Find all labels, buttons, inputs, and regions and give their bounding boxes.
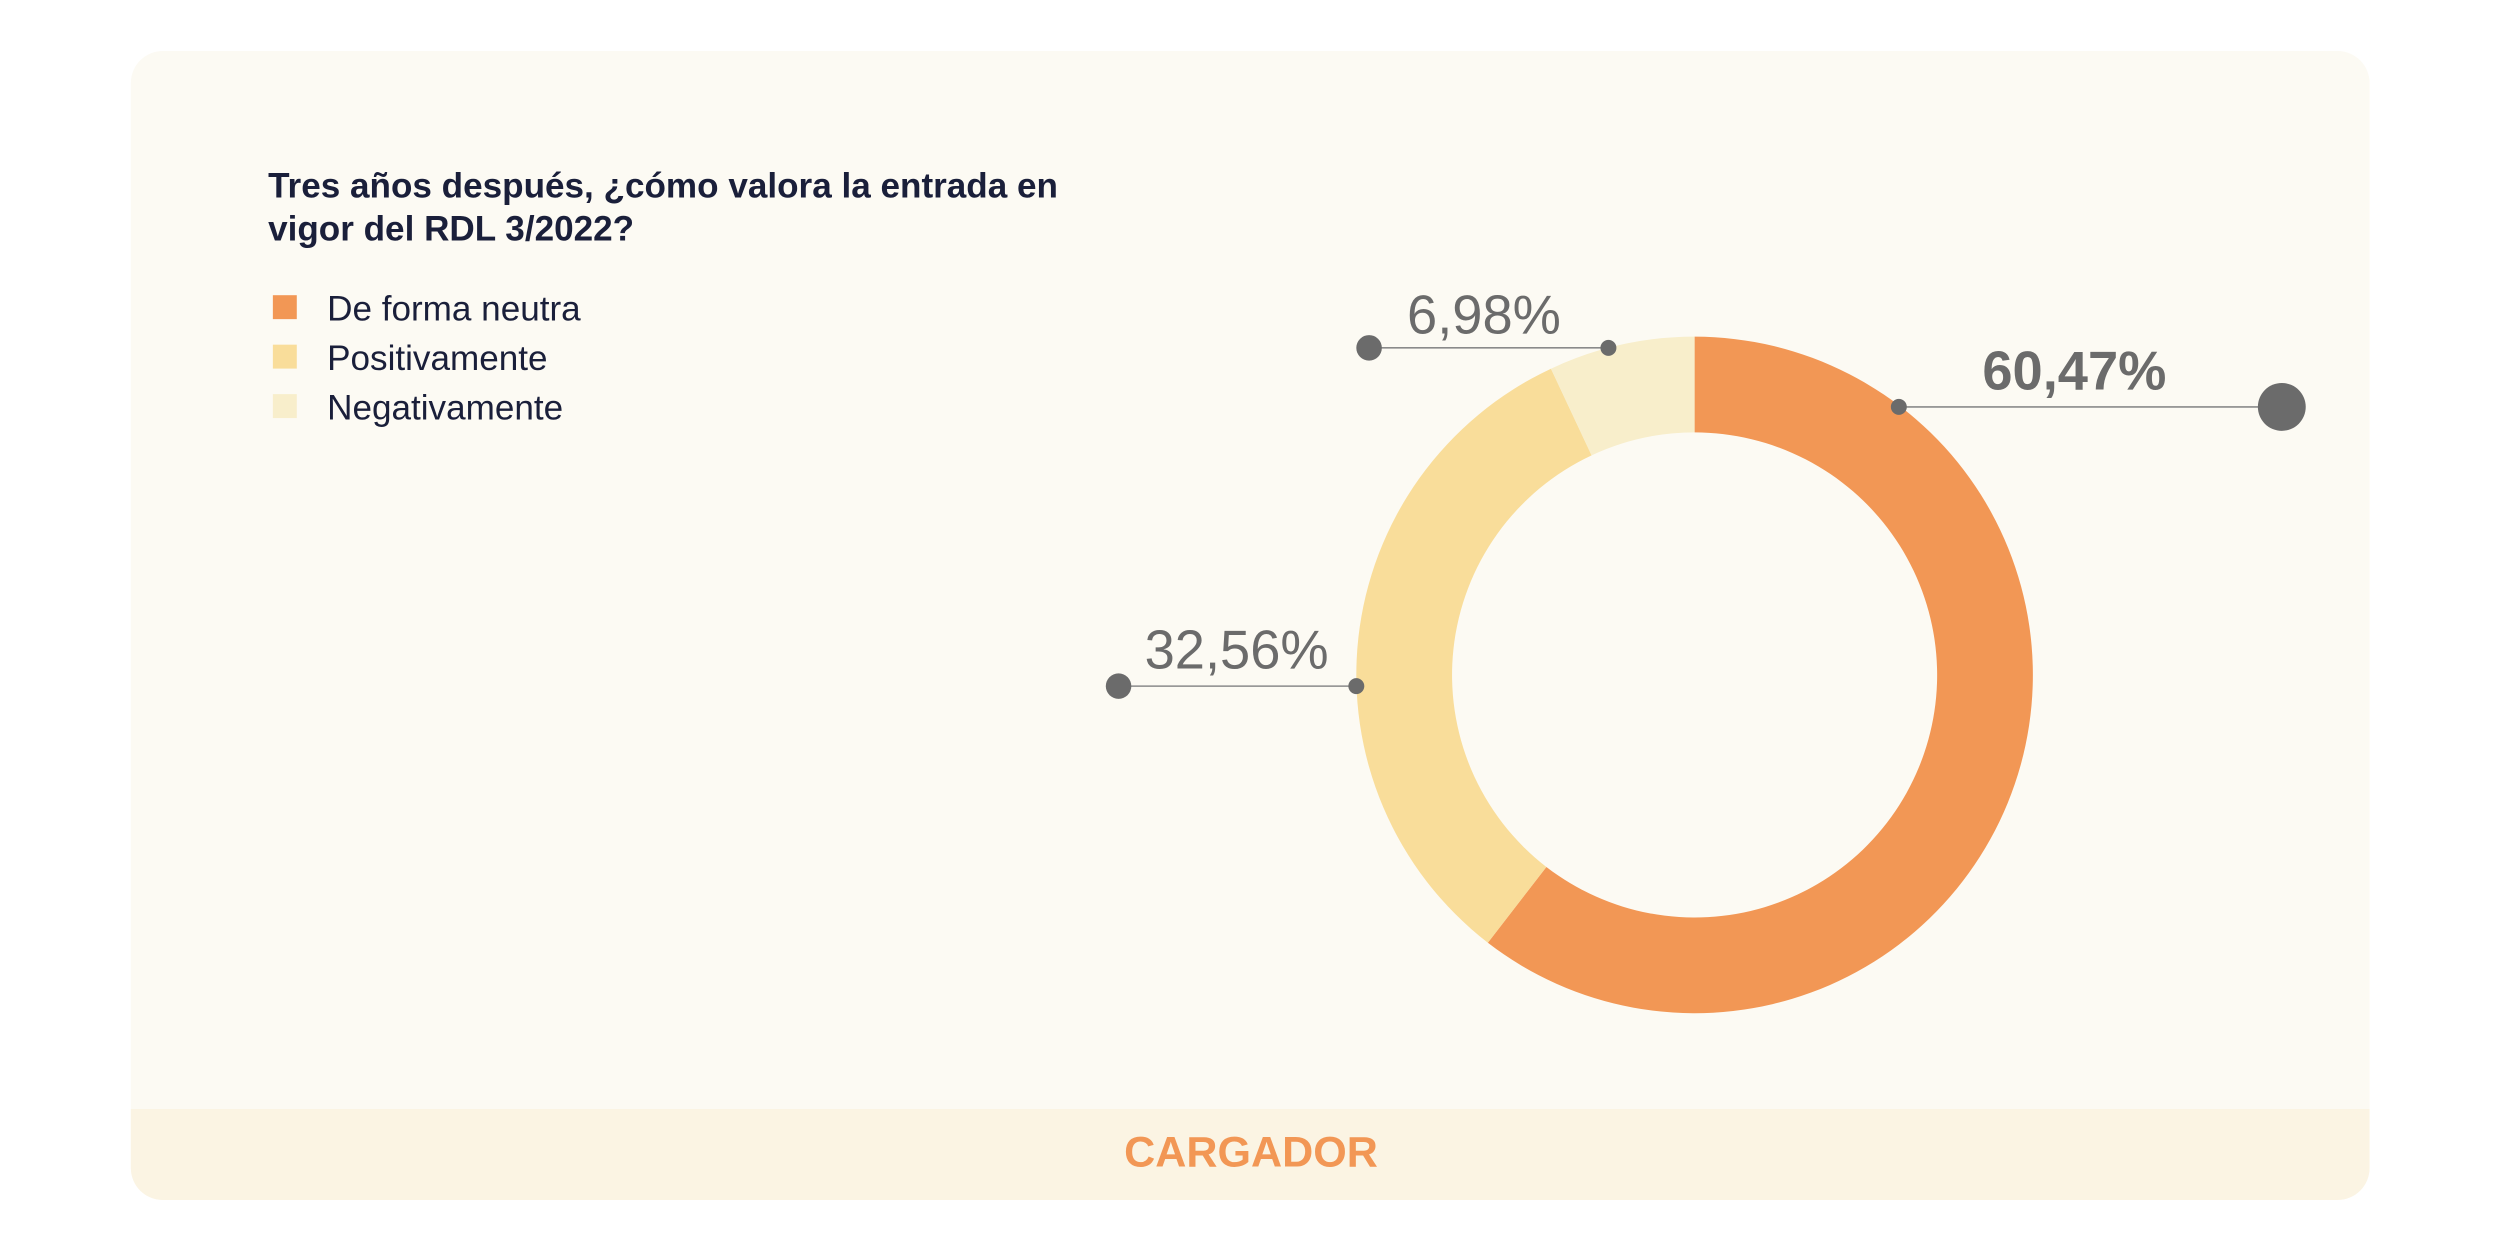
leader-end [2257,382,2306,431]
chart-title: Tres años después, ¿cómo valora la entra… [268,167,1058,249]
legend-swatch [272,394,297,419]
donut-slice [1550,336,1695,456]
donut-slice [1356,368,1592,943]
leader-dot [1890,398,1907,415]
legend-label: Negativamente [327,388,563,427]
value-label: 6,98% [1407,285,1561,345]
value-label: 60,47% [1982,341,2166,401]
leader-end [1356,335,1382,361]
leader-dot [1600,339,1617,356]
legend-label: Positivamente [327,339,547,378]
footer-band [130,1108,2370,1200]
legend-label: De forma neutra [327,289,581,328]
value-label: 32,56% [1145,621,1329,681]
legend-swatch [272,344,297,369]
leader-dot [1348,678,1365,695]
legend-swatch [272,295,297,320]
donut-slice [1487,336,2033,1014]
leader-end [1105,673,1132,699]
footer-label: CARGADOR [1124,1129,1378,1177]
